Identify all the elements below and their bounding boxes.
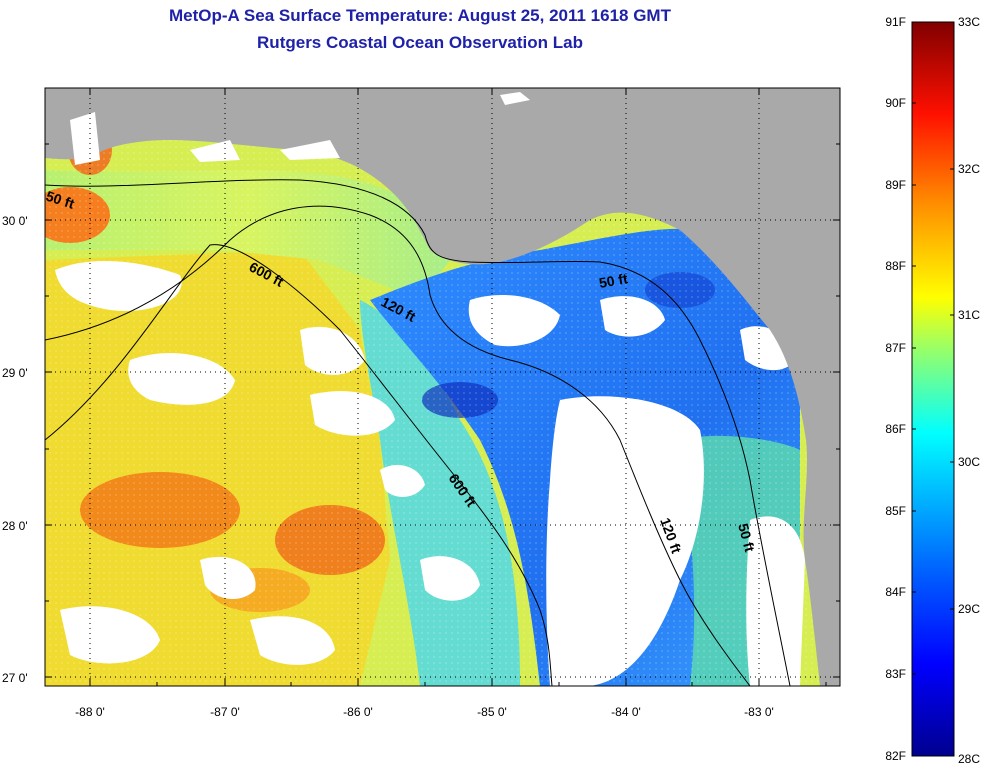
- colorbar-f-labels: 91F 90F 89F 88F 87F 86F 85F 84F 83F 82F: [885, 15, 906, 763]
- lat-label-27: 27 0': [2, 671, 28, 685]
- lon-label-87: -87 0': [210, 705, 240, 719]
- lon-label-86: -86 0': [343, 705, 373, 719]
- cbar-f-85: 85F: [885, 504, 906, 518]
- figure-title: MetOp-A Sea Surface Temperature: August …: [169, 6, 671, 25]
- sst-raster: [45, 88, 840, 686]
- inland-water: [70, 92, 530, 165]
- cbar-c-28: 28C: [958, 752, 980, 766]
- colorbar-ticks: [912, 102, 954, 675]
- longitude-labels: -88 0' -87 0' -86 0' -85 0' -84 0' -83 0…: [75, 705, 774, 719]
- cbar-c-31: 31C: [958, 308, 980, 322]
- cbar-f-84: 84F: [885, 585, 906, 599]
- contour-label-50ft-south: 50 ft: [735, 522, 758, 554]
- lon-label-85: -85 0': [477, 705, 507, 719]
- colorbar-c-labels: 33C 32C 31C 30C 29C 28C: [958, 15, 980, 766]
- lon-label-88: -88 0': [75, 705, 105, 719]
- cbar-f-89: 89F: [885, 178, 906, 192]
- colorbar-gradient: [911, 21, 955, 757]
- lon-label-84: -84 0': [611, 705, 641, 719]
- cbar-c-33: 33C: [958, 15, 980, 29]
- cbar-f-90: 90F: [885, 96, 906, 110]
- cbar-f-88: 88F: [885, 259, 906, 273]
- figure-subtitle: Rutgers Coastal Ocean Observation Lab: [257, 33, 583, 52]
- lat-label-29: 29 0': [2, 366, 28, 380]
- lon-label-83: -83 0': [744, 705, 774, 719]
- cbar-c-32: 32C: [958, 162, 980, 176]
- axis-ticks: [45, 88, 840, 686]
- cbar-f-91: 91F: [885, 15, 906, 29]
- cbar-f-83: 83F: [885, 667, 906, 681]
- cbar-f-87: 87F: [885, 341, 906, 355]
- latitude-labels: 30 0' 29 0' 28 0' 27 0': [2, 214, 28, 685]
- lat-label-28: 28 0': [2, 519, 28, 533]
- cbar-f-82: 82F: [885, 749, 906, 763]
- cbar-c-29: 29C: [958, 602, 980, 616]
- land-mass: [45, 88, 840, 686]
- map-frame: [44, 87, 841, 687]
- lat-label-30: 30 0': [2, 214, 28, 228]
- contour-label-50ft-east: 50 ft: [598, 270, 629, 291]
- cbar-c-30: 30C: [958, 455, 980, 469]
- depth-contours: [45, 179, 791, 686]
- cbar-f-86: 86F: [885, 422, 906, 436]
